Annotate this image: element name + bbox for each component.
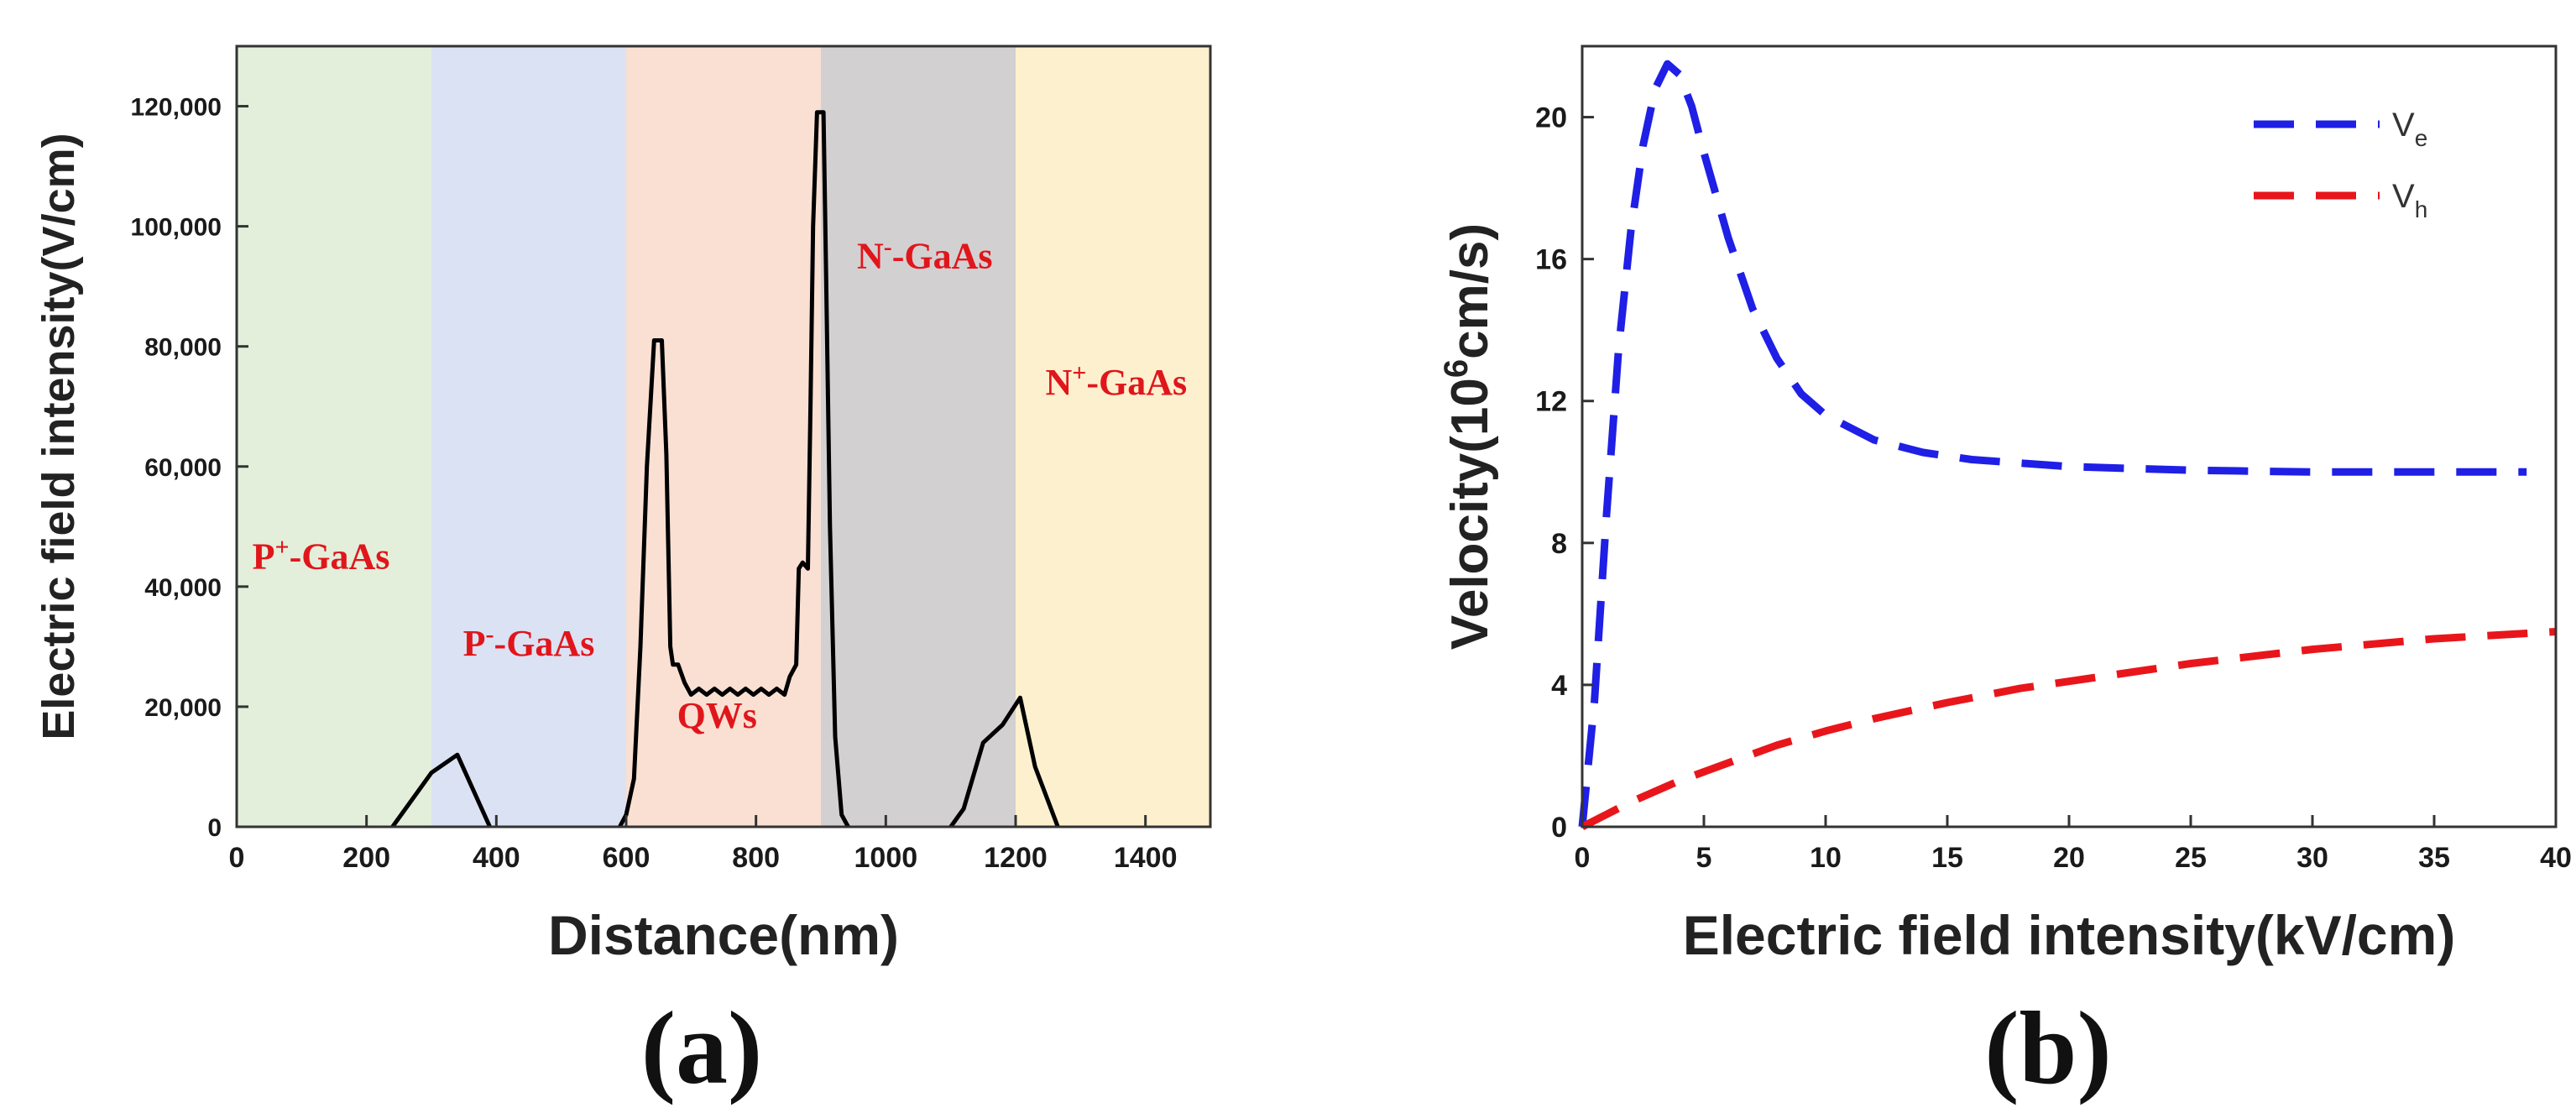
panel-a-region-band <box>626 46 821 827</box>
panel-b-y-tick-label: 12 <box>1535 386 1567 418</box>
panel-a-label: (a) <box>641 990 763 1105</box>
panel-b-x-tick-label: 35 <box>2418 842 2450 874</box>
panel-b-x-tick-label: 15 <box>1931 842 1963 874</box>
panel-a-region-band <box>431 46 626 827</box>
panel-b-y-tick-label: 0 <box>1551 812 1567 844</box>
panel-a-region-band <box>237 46 431 827</box>
panel-a-x-tick-label: 400 <box>473 842 520 874</box>
panel-a-x-tick-label: 1400 <box>1114 842 1178 874</box>
panel-a-region-label: P--GaAs <box>463 620 595 664</box>
panel-b-x-tick-label: 5 <box>1696 842 1712 874</box>
panel-a-field-line <box>390 752 492 828</box>
panel-a-x-tick-label: 200 <box>342 842 390 874</box>
panel-a-x-tick-label: 800 <box>732 842 780 874</box>
panel-a-region-band <box>1016 46 1210 827</box>
panel-b-legend-label: Vh <box>2392 178 2427 222</box>
panel-a-region-band <box>821 46 1016 827</box>
panel-a-region-label: QWs <box>677 695 757 736</box>
panel-a-y-tick-label: 80,000 <box>144 334 222 362</box>
panel-b-x-tick-label: 10 <box>1810 842 1842 874</box>
panel-a-y-tick-label: 60,000 <box>144 454 222 482</box>
panel-b-y-tick-label: 8 <box>1551 528 1567 560</box>
panel-a-y-axis-title: Electric field intensity(V/cm) <box>34 133 84 740</box>
panel-a-x-axis-title: Distance(nm) <box>548 904 899 966</box>
panel-a-region-label: N+-GaAs <box>1046 359 1188 403</box>
panel-b-y-tick-label: 16 <box>1535 244 1567 276</box>
panel-a-y-tick-label: 100,000 <box>131 214 222 242</box>
panel-a-region-label: P+-GaAs <box>253 533 390 577</box>
panel-a-field-line <box>618 110 850 828</box>
panel-a-x-tick-label: 600 <box>603 842 651 874</box>
panel-a-x-tick-label: 0 <box>229 842 245 874</box>
panel-b-velocity-line-e <box>1578 60 2527 828</box>
panel-a-y-tick-label: 120,000 <box>131 94 222 122</box>
panel-a-y-tick-label: 0 <box>207 814 222 842</box>
panel-b-y-tick-label: 20 <box>1535 102 1567 134</box>
panel-b-legend: Ve Vh <box>2254 107 2427 222</box>
panel-b-x-tick-label: 0 <box>1575 842 1591 874</box>
panel-b-y-axis-title: Velocity(106cm/s) <box>1438 223 1499 650</box>
panel-b-x-tick-label: 30 <box>2296 842 2328 874</box>
panel-b-y-tick-label: 4 <box>1551 670 1567 702</box>
panel-a-y-tick-label: 40,000 <box>144 574 222 602</box>
panel-a-field-line <box>948 695 1060 828</box>
panel-a-plot-frame <box>235 44 1212 828</box>
panel-b-legend-label: Ve <box>2392 107 2427 151</box>
panel-b-x-axis-title: Electric field intensity(kV/cm) <box>1683 904 2456 966</box>
panel-a-region-label: N--GaAs <box>857 233 993 277</box>
panel-b-velocity-line-h <box>1580 628 2557 831</box>
panel-b-chart: 0 5 10 15 20 25 30 35 40 0 4 8 12 16 20 Ve Vh Electric… <box>1438 44 2572 1105</box>
panel-a-x-tick-label: 1000 <box>854 842 918 874</box>
panel-b-plot-frame <box>1581 44 2558 828</box>
panel-b-label: (b) <box>1984 990 2112 1105</box>
panel-a-x-tick-label: 1200 <box>984 842 1048 874</box>
panel-b-x-tick-label: 25 <box>2175 842 2207 874</box>
panel-b-x-tick-label: 40 <box>2540 842 2572 874</box>
panel-a-y-tick-label: 20,000 <box>144 694 222 722</box>
panel-a-chart: 0 200 400 600 800 1000 1200 1400 0 20,000 40,000 6… <box>34 44 1212 1105</box>
panel-b-x-tick-label: 20 <box>2053 842 2085 874</box>
